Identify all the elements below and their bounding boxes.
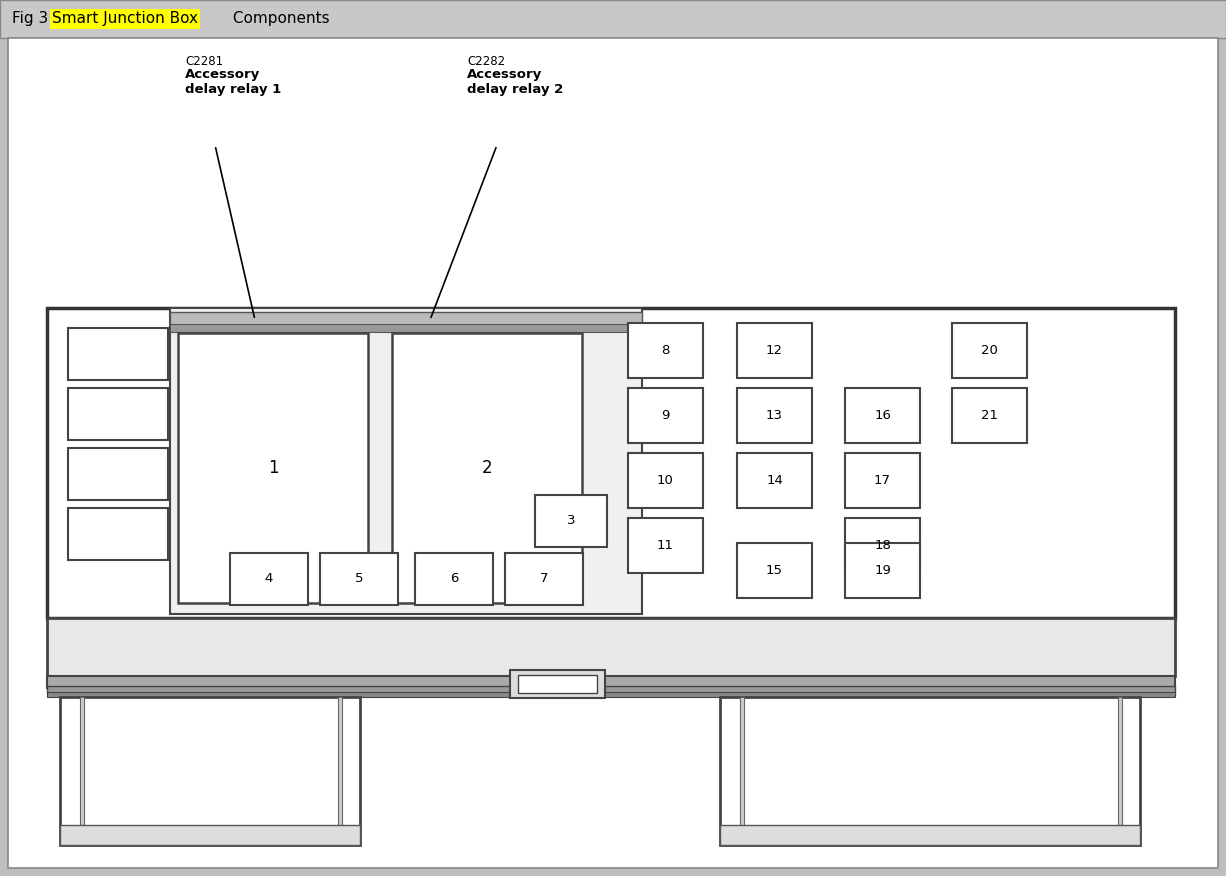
Bar	[392, 333, 582, 603]
Text: Smart Junction Box: Smart Junction Box	[51, 11, 199, 26]
Bar	[845, 388, 920, 443]
Bar	[628, 518, 702, 573]
Text: C2282: C2282	[467, 55, 505, 68]
Text: 4: 4	[265, 573, 273, 585]
Bar	[47, 676, 1175, 688]
Bar	[720, 697, 1140, 845]
Bar	[737, 388, 812, 443]
Bar	[741, 697, 744, 845]
Text: Accessory
delay relay 1: Accessory delay relay 1	[185, 68, 281, 96]
Bar	[47, 686, 1175, 694]
Bar	[67, 508, 168, 560]
Bar	[628, 388, 702, 443]
Text: 7: 7	[539, 573, 548, 585]
Bar	[628, 323, 702, 378]
Bar	[178, 333, 368, 603]
Text: 1: 1	[267, 459, 278, 477]
Text: 21: 21	[981, 409, 998, 422]
Bar	[845, 543, 920, 598]
Text: 6: 6	[450, 573, 459, 585]
Bar	[67, 448, 168, 500]
Bar	[338, 697, 342, 845]
Bar	[720, 825, 1140, 845]
Bar	[170, 324, 642, 332]
Bar	[845, 518, 920, 573]
Text: 14: 14	[766, 474, 783, 487]
Bar	[1118, 697, 1122, 845]
Text: 5: 5	[354, 573, 363, 585]
Text: Fig 3:: Fig 3:	[12, 11, 59, 26]
Text: 19: 19	[874, 564, 891, 577]
Bar	[80, 697, 85, 845]
Bar	[737, 323, 812, 378]
Bar	[67, 328, 168, 380]
Bar	[628, 453, 702, 508]
Bar	[953, 388, 1027, 443]
Bar	[737, 453, 812, 508]
Bar	[170, 312, 642, 326]
Bar	[414, 553, 493, 605]
Bar	[510, 670, 604, 698]
Text: 20: 20	[981, 344, 998, 357]
Bar	[519, 675, 597, 693]
Bar	[535, 495, 607, 547]
Bar	[170, 308, 642, 614]
Text: 11: 11	[657, 539, 674, 552]
Text: 3: 3	[566, 514, 575, 527]
Text: 12: 12	[766, 344, 783, 357]
Bar	[47, 692, 1175, 697]
Text: Components: Components	[228, 11, 330, 26]
Bar	[230, 553, 308, 605]
Text: 10: 10	[657, 474, 674, 487]
Text: 2: 2	[482, 459, 493, 477]
Bar	[0, 0, 1226, 38]
Bar	[67, 388, 168, 440]
Bar	[845, 453, 920, 508]
Bar	[953, 323, 1027, 378]
Bar	[60, 697, 360, 845]
Bar	[737, 543, 812, 598]
Text: 13: 13	[766, 409, 783, 422]
Text: 17: 17	[874, 474, 891, 487]
Bar	[505, 553, 584, 605]
Text: 8: 8	[661, 344, 669, 357]
Text: 15: 15	[766, 564, 783, 577]
Text: Accessory
delay relay 2: Accessory delay relay 2	[467, 68, 563, 96]
Bar	[47, 618, 1175, 676]
Text: 9: 9	[661, 409, 669, 422]
Text: 16: 16	[874, 409, 891, 422]
Text: C2281: C2281	[185, 55, 223, 68]
Bar	[60, 825, 360, 845]
Bar	[320, 553, 398, 605]
Text: 18: 18	[874, 539, 891, 552]
Bar	[47, 308, 1175, 618]
